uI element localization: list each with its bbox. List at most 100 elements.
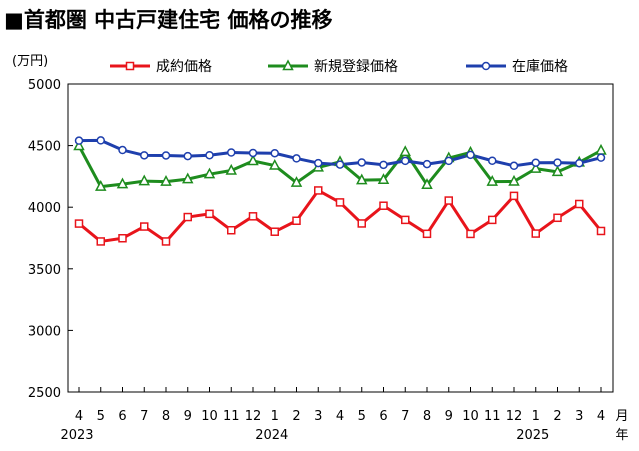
data-point-new-listing-price — [530, 162, 542, 173]
data-point-contract-price — [531, 229, 540, 238]
data-point-new-listing-price — [290, 176, 303, 187]
data-point-contract-price — [161, 237, 171, 246]
data-point-inventory-price — [553, 158, 562, 167]
data-point-new-listing-price — [138, 174, 150, 186]
data-point-inventory-price — [422, 159, 432, 169]
y-tick-label: 3500 — [28, 263, 61, 278]
x-tick-label: 2 — [553, 409, 561, 424]
y-tick-label: 4000 — [28, 201, 61, 216]
legend-label-contract-price: 成約価格 — [156, 59, 212, 75]
data-point-contract-price — [205, 209, 214, 219]
data-point-new-listing-price — [73, 139, 85, 151]
data-point-contract-price — [118, 233, 127, 243]
x-tick-label: 10 — [201, 409, 218, 424]
data-point-contract-price — [509, 191, 519, 201]
y-tick-label: 3000 — [28, 324, 61, 339]
x-tick-label: 8 — [162, 409, 170, 424]
x-tick-label: 6 — [118, 409, 126, 424]
data-point-new-listing-price — [160, 174, 172, 186]
x-axis-year-unit: 年 — [615, 428, 628, 443]
legend: 成約価格 新規登録価格 在庫価格 — [110, 58, 568, 75]
data-point-contract-price — [422, 229, 432, 239]
data-point-new-listing-price — [225, 163, 237, 175]
data-point-new-listing-price — [182, 172, 194, 184]
x-tick-label: 7 — [401, 409, 409, 424]
series-markers — [73, 136, 607, 246]
x-tick-label: 4 — [336, 409, 344, 424]
data-point-inventory-price — [466, 150, 475, 160]
data-point-contract-price — [183, 212, 192, 222]
data-point-contract-price — [444, 196, 453, 205]
x-tick-label: 10 — [462, 409, 479, 424]
data-point-contract-price — [314, 186, 323, 195]
x-tick-label: 1 — [532, 409, 540, 424]
legend-marker-new-listing-price — [282, 59, 294, 71]
data-point-contract-price — [466, 229, 475, 239]
data-point-new-listing-price — [356, 173, 368, 185]
data-point-contract-price — [96, 237, 105, 246]
data-point-contract-price — [575, 199, 584, 209]
y-tick-label: 4500 — [28, 140, 61, 155]
data-point-new-listing-price — [203, 167, 216, 179]
legend-label-new-listing-price: 新規登録価格 — [314, 59, 398, 75]
data-point-new-listing-price — [116, 177, 129, 189]
data-point-contract-price — [357, 219, 366, 228]
data-point-contract-price — [140, 222, 149, 231]
data-point-new-listing-price — [399, 145, 411, 157]
x-tick-label: 12 — [506, 409, 523, 424]
data-point-inventory-price — [596, 153, 606, 162]
data-point-inventory-price — [248, 148, 258, 158]
data-point-inventory-price — [401, 156, 410, 166]
x-tick-label: 11 — [484, 409, 501, 424]
x-year-label: 2025 — [516, 428, 549, 443]
data-point-contract-price — [227, 225, 236, 235]
data-point-inventory-price — [161, 151, 171, 160]
x-tick-label: 5 — [97, 409, 105, 424]
x-tick-label: 7 — [140, 409, 148, 424]
plot-area — [67, 83, 614, 393]
data-point-inventory-price — [488, 156, 497, 166]
data-point-contract-price — [553, 213, 562, 223]
data-point-new-listing-price — [269, 158, 281, 170]
data-point-new-listing-price — [95, 180, 107, 191]
x-tick-label: 4 — [75, 409, 83, 424]
data-point-contract-price — [248, 212, 258, 221]
x-axis-month-unit: 月 — [615, 409, 628, 424]
data-point-contract-price — [335, 198, 345, 207]
data-point-contract-price — [488, 215, 497, 225]
data-point-contract-price — [401, 215, 410, 225]
x-tick-label: 8 — [423, 409, 431, 424]
data-point-new-listing-price — [508, 174, 520, 186]
data-point-new-listing-price — [377, 173, 390, 184]
y-axis-unit-label: (万円) — [12, 54, 48, 69]
data-point-inventory-price — [531, 158, 540, 167]
y-tick-label: 2500 — [28, 386, 61, 401]
x-tick-label: 4 — [597, 409, 605, 424]
data-point-contract-price — [270, 227, 279, 236]
data-point-inventory-price — [444, 156, 453, 166]
data-point-inventory-price — [335, 160, 345, 169]
data-point-new-listing-price — [486, 174, 498, 186]
legend-marker-inventory-price — [481, 61, 491, 71]
data-point-inventory-price — [96, 136, 105, 145]
data-point-contract-price — [596, 226, 606, 236]
data-point-contract-price — [379, 201, 388, 210]
x-tick-label: 2 — [292, 409, 300, 424]
x-tick-label: 9 — [184, 409, 192, 424]
data-point-inventory-price — [575, 158, 584, 168]
x-tick-label: 11 — [223, 409, 240, 424]
data-point-new-listing-price — [247, 154, 259, 166]
data-point-contract-price — [292, 216, 301, 226]
data-point-inventory-price — [74, 136, 84, 145]
data-point-inventory-price — [227, 148, 236, 157]
x-tick-label: 3 — [575, 409, 583, 424]
data-point-inventory-price — [183, 151, 192, 161]
data-point-inventory-price — [205, 150, 214, 160]
legend-label-inventory-price: 在庫価格 — [512, 58, 568, 75]
data-point-inventory-price — [357, 158, 366, 167]
x-year-label: 2023 — [60, 428, 93, 443]
x-tick-label: 5 — [358, 409, 366, 424]
data-point-new-listing-price — [551, 165, 564, 177]
